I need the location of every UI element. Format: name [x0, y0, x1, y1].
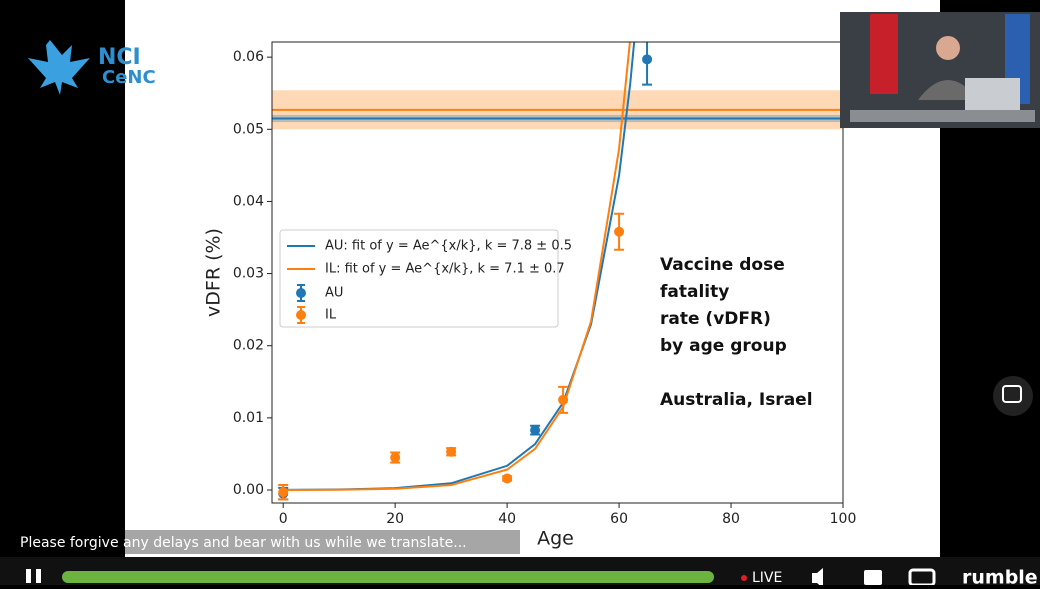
live-label[interactable]: LIVE — [752, 570, 782, 586]
annotation: Vaccine dose — [660, 255, 785, 275]
pip-icon[interactable] — [993, 376, 1033, 416]
pip-button[interactable] — [993, 376, 1033, 416]
y-tick-label: 0.04 — [233, 193, 264, 209]
y-axis-label: vDFR (%) — [203, 228, 225, 317]
volume-button[interactable] — [812, 568, 823, 588]
legend-label: AU: fit of y = Ae^{x/k}, k = 7.8 ± 0.5 — [325, 239, 572, 254]
caption: Please forgive any delays and bear with … — [20, 535, 467, 551]
y-tick-label: 0.06 — [233, 49, 264, 65]
data-point — [502, 473, 513, 484]
flag — [870, 14, 898, 94]
x-tick-label: 20 — [386, 511, 404, 527]
fit-curve — [283, 42, 631, 491]
pause-glyph — [26, 569, 31, 583]
data-point — [390, 452, 401, 463]
annotation: rate (vDFR) — [660, 309, 771, 329]
settings-button[interactable] — [864, 570, 882, 585]
x-tick-label: 100 — [830, 511, 857, 527]
axes-frame — [271, 41, 844, 504]
x-tick-label: 40 — [498, 511, 516, 527]
logo-text: CeNC — [102, 67, 156, 88]
annotation: fatality — [660, 282, 729, 302]
legend-label: AU — [325, 286, 343, 301]
y-tick-label: 0.00 — [233, 482, 264, 498]
caption-bg — [0, 530, 520, 554]
progress-bar[interactable] — [62, 571, 714, 583]
data-point — [642, 54, 653, 65]
y-tick-label: 0.05 — [233, 121, 264, 137]
data-point — [278, 487, 289, 498]
data-point — [530, 425, 541, 436]
person-head — [936, 36, 960, 60]
person-body — [918, 80, 978, 100]
data-point — [614, 226, 625, 237]
webcam-inset — [840, 12, 1040, 128]
y-tick-label: 0.01 — [233, 410, 264, 426]
brand[interactable]: rumble — [962, 567, 1038, 589]
annotation: Australia, Israel — [660, 390, 813, 410]
y-tick-label: 0.03 — [233, 266, 264, 282]
logo-text: NCI — [98, 45, 141, 70]
pause-glyph — [36, 569, 41, 583]
logo: NCI CeNC — [28, 40, 156, 95]
data-point — [446, 446, 457, 457]
data-point — [558, 394, 569, 405]
live-dot — [741, 575, 747, 581]
legend — [279, 229, 559, 328]
legend-marker — [296, 310, 306, 320]
x-tick-label: 80 — [722, 511, 740, 527]
x-tick-label: 0 — [279, 511, 288, 527]
x-tick-label: 60 — [610, 511, 628, 527]
y-tick-label: 0.02 — [233, 338, 264, 354]
pip-glyph — [1002, 385, 1022, 403]
desk — [850, 110, 1035, 122]
legend-label: IL — [325, 308, 337, 323]
laptop — [965, 78, 1020, 113]
legend-marker — [296, 288, 306, 298]
plot-area — [272, 42, 843, 501]
plot: 0 20 40 60 80 100 0.00 0.01 0.02 0.03 0.04 0.05 0.06… — [203, 41, 857, 550]
legend-label: IL: fit of y = Ae^{x/k}, k = 7.1 ± 0.7 — [325, 262, 565, 277]
x-axis-label: Age — [537, 528, 574, 550]
pause-button[interactable] — [26, 569, 41, 583]
annotation: by age group — [660, 336, 787, 356]
logo-leaf — [28, 40, 90, 95]
